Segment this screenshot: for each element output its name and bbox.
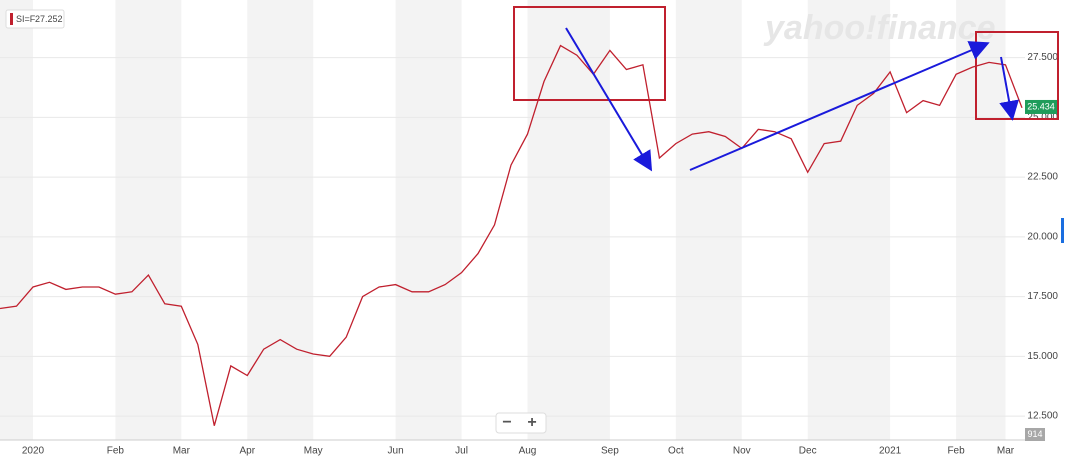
month-band bbox=[527, 0, 610, 440]
price-badge-label: 25.434 bbox=[1027, 101, 1055, 111]
y-tick-label: 27.500 bbox=[1027, 52, 1058, 63]
y-tick-label: 17.500 bbox=[1027, 291, 1058, 302]
grid bbox=[0, 57, 1025, 417]
zoom-controls bbox=[495, 412, 547, 434]
price-badge bbox=[1025, 99, 1057, 114]
y-tick-label: 20.000 bbox=[1027, 231, 1058, 242]
highlight-box bbox=[513, 6, 666, 101]
arrow bbox=[999, 56, 1019, 121]
volume-badge-label: 914 bbox=[1027, 429, 1042, 439]
month-band bbox=[395, 0, 462, 440]
y-tick-label: 25.000 bbox=[1027, 112, 1058, 123]
y-tick-label: 12.500 bbox=[1027, 411, 1058, 422]
month-band bbox=[0, 0, 33, 440]
x-tick-label: Nov bbox=[733, 446, 751, 457]
x-tick-label: Aug bbox=[519, 446, 537, 457]
legend bbox=[5, 9, 65, 29]
month-band bbox=[247, 0, 314, 440]
x-tick-label: Mar bbox=[997, 446, 1015, 457]
zoom-in[interactable]: + bbox=[527, 414, 536, 431]
watermark: yahoo!finance bbox=[763, 9, 995, 47]
x-tick-label: 2021 bbox=[879, 446, 902, 457]
x-tick-label: Feb bbox=[947, 446, 965, 457]
x-tick-label: Sep bbox=[601, 446, 619, 457]
legend-swatch bbox=[10, 13, 13, 25]
y-tick-label: 22.500 bbox=[1027, 172, 1058, 183]
legend-name: SI=F bbox=[16, 14, 36, 24]
y-tick-label: 15.000 bbox=[1027, 351, 1058, 362]
month-band bbox=[807, 0, 891, 440]
x-tick-label: May bbox=[304, 446, 323, 457]
x-tick-label: Dec bbox=[799, 446, 817, 457]
x-tick-label: Jul bbox=[455, 446, 468, 457]
axes: 12.500 15.000 17.500 20.000 22.500 25.000 27.5… bbox=[0, 52, 1058, 457]
month-bands bbox=[0, 0, 1006, 440]
month-band bbox=[115, 0, 182, 440]
arrow bbox=[689, 41, 990, 171]
plot bbox=[0, 44, 1023, 426]
x-tick-label: 2020 bbox=[22, 446, 45, 457]
x-tick-label: Apr bbox=[239, 446, 255, 457]
price-line bbox=[0, 44, 1023, 426]
month-band bbox=[675, 0, 742, 440]
month-band bbox=[956, 0, 1006, 440]
volume-badge bbox=[1025, 428, 1045, 441]
legend-value: 27.252 bbox=[35, 14, 63, 24]
arrow bbox=[565, 27, 653, 172]
x-tick-label: Oct bbox=[668, 446, 684, 457]
scroll-handle[interactable] bbox=[1061, 218, 1064, 243]
zoom-out[interactable]: − bbox=[502, 414, 511, 431]
x-tick-label: Feb bbox=[107, 446, 125, 457]
x-tick-label: Jun bbox=[388, 446, 404, 457]
x-tick-label: Mar bbox=[173, 446, 191, 457]
